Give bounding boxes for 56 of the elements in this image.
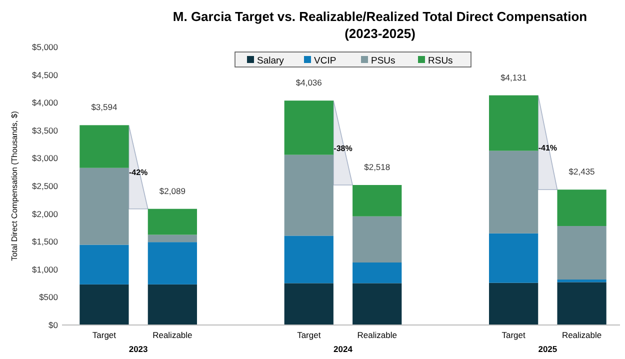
bar	[284, 236, 334, 284]
x-tick-label: Realizable	[562, 330, 602, 340]
chart-title: M. Garcia Target vs. Realizable/Realized Total Direct Compensation	[172, 9, 588, 24]
total-label: $2,089	[159, 186, 186, 196]
total-label: $4,036	[296, 78, 322, 88]
y-tick-label: $0	[48, 320, 58, 330]
y-axis-title: Total Direct Compensation (Thousands, $)	[10, 110, 19, 261]
bar	[148, 242, 197, 284]
annotation: -38%	[334, 144, 352, 153]
bar	[352, 262, 402, 284]
bar	[352, 283, 402, 325]
annotation: -41%	[538, 143, 558, 152]
y-tick-label: $3,000	[32, 153, 58, 164]
x-tick-label: Target	[502, 330, 526, 340]
bar	[284, 154, 334, 236]
x-tick-label: Realizable	[152, 330, 193, 340]
legend-label: Salary	[257, 56, 284, 66]
bar	[352, 185, 402, 216]
x-tick-label: Realizable	[357, 330, 398, 340]
x-tick-label: Target	[92, 330, 117, 340]
bar	[557, 190, 606, 226]
bar	[489, 233, 538, 283]
bar	[352, 216, 402, 263]
total-label: $2,518	[364, 162, 390, 172]
bar	[284, 283, 334, 325]
y-tick-label: $2,500	[32, 181, 58, 191]
text: 2025	[538, 344, 558, 354]
bar	[80, 244, 129, 284]
bar	[80, 284, 129, 325]
total-label: $2,435	[568, 166, 596, 177]
total-label: $3,594	[91, 102, 118, 112]
bar	[148, 234, 197, 242]
bar	[489, 150, 538, 234]
bar	[148, 208, 197, 235]
bar	[148, 284, 197, 325]
y-tick-label: $500	[39, 292, 58, 302]
legend-label: PSUs	[371, 56, 396, 66]
bar	[557, 282, 606, 325]
bar	[557, 280, 606, 282]
x-tick-label: Target	[297, 330, 322, 340]
bar	[489, 282, 538, 325]
total-label: $4,131	[500, 72, 527, 82]
text: 2024	[334, 344, 353, 354]
chart-subtitle: (2023-2025)	[344, 26, 416, 41]
y-tick-label: $4,000	[32, 98, 58, 108]
legend-label: VCIP	[314, 56, 336, 66]
y-tick-label: $4,500	[32, 70, 58, 80]
text: 2023	[128, 344, 148, 354]
y-tick-label: $1,000	[32, 264, 58, 274]
y-tick-label: $2,000	[32, 208, 58, 219]
legend-label: RSUs	[428, 56, 454, 66]
y-tick-label: $3,500	[32, 125, 58, 136]
bar	[557, 226, 606, 280]
y-tick-label: $1,500	[32, 236, 58, 247]
annotation: -42%	[128, 168, 148, 178]
y-tick-label: $5,000	[32, 42, 58, 52]
